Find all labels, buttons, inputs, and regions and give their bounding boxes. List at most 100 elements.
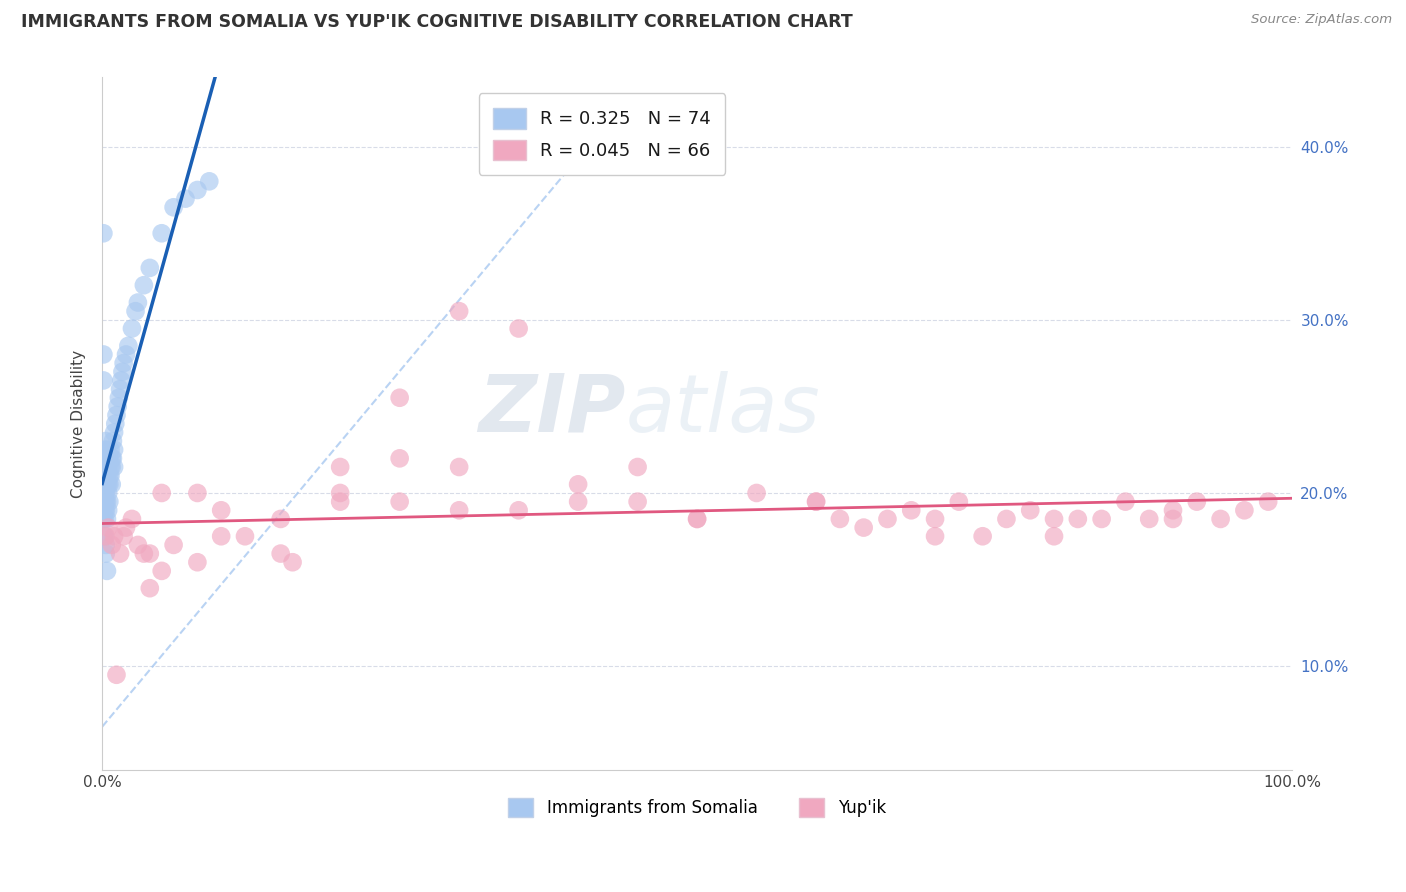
- Point: [115, 520, 138, 534]
- Point: [108, 382, 131, 396]
- Point: [96, 468, 118, 483]
- Point: [101, 451, 124, 466]
- Point: [1043, 529, 1066, 543]
- Point: [93, 503, 115, 517]
- Point: [329, 486, 352, 500]
- Point: [828, 512, 851, 526]
- Point: [209, 503, 232, 517]
- Point: [186, 486, 208, 500]
- Point: [100, 451, 122, 466]
- Point: [94, 434, 117, 448]
- Point: [100, 468, 122, 483]
- Point: [186, 555, 208, 569]
- Point: [93, 486, 115, 500]
- Point: [93, 512, 115, 526]
- Point: [108, 391, 131, 405]
- Y-axis label: Cognitive Disability: Cognitive Disability: [72, 350, 86, 498]
- Point: [995, 512, 1018, 526]
- Point: [93, 451, 115, 466]
- Point: [100, 460, 122, 475]
- Text: atlas: atlas: [626, 371, 821, 449]
- Point: [132, 278, 155, 293]
- Point: [93, 494, 115, 508]
- Point: [96, 564, 118, 578]
- Point: [127, 295, 149, 310]
- Point: [1019, 503, 1042, 517]
- Point: [1161, 512, 1184, 526]
- Point: [1067, 512, 1090, 526]
- Point: [162, 538, 184, 552]
- Point: [1043, 512, 1066, 526]
- Point: [110, 373, 132, 387]
- Point: [139, 547, 162, 561]
- Point: [121, 321, 143, 335]
- Point: [139, 260, 162, 275]
- Point: [103, 529, 125, 543]
- Point: [1209, 512, 1232, 526]
- Point: [139, 581, 162, 595]
- Point: [96, 460, 118, 475]
- Point: [972, 529, 994, 543]
- Point: [626, 460, 648, 475]
- Point: [98, 477, 121, 491]
- Point: [270, 547, 292, 561]
- Text: Source: ZipAtlas.com: Source: ZipAtlas.com: [1251, 13, 1392, 27]
- Point: [948, 494, 970, 508]
- Point: [98, 451, 121, 466]
- Point: [449, 304, 471, 318]
- Point: [100, 460, 122, 475]
- Point: [281, 555, 304, 569]
- Point: [93, 477, 115, 491]
- Point: [329, 494, 352, 508]
- Point: [924, 529, 946, 543]
- Point: [112, 529, 135, 543]
- Point: [186, 183, 208, 197]
- Point: [150, 486, 173, 500]
- Point: [103, 460, 125, 475]
- Point: [686, 512, 709, 526]
- Point: [98, 494, 121, 508]
- Point: [508, 503, 530, 517]
- Point: [124, 304, 146, 318]
- Point: [852, 520, 875, 534]
- Point: [449, 503, 471, 517]
- Point: [162, 200, 184, 214]
- Point: [924, 512, 946, 526]
- Point: [97, 451, 120, 466]
- Point: [94, 486, 117, 500]
- Point: [94, 538, 117, 552]
- Point: [94, 529, 117, 543]
- Point: [567, 494, 589, 508]
- Point: [93, 468, 115, 483]
- Point: [567, 477, 589, 491]
- Point: [1185, 494, 1208, 508]
- Point: [804, 494, 827, 508]
- Point: [1161, 503, 1184, 517]
- Point: [94, 477, 117, 491]
- Point: [93, 227, 115, 241]
- Point: [93, 494, 115, 508]
- Point: [233, 529, 256, 543]
- Point: [103, 425, 125, 440]
- Point: [94, 494, 117, 508]
- Point: [150, 227, 173, 241]
- Point: [93, 529, 115, 543]
- Point: [96, 512, 118, 526]
- Point: [97, 486, 120, 500]
- Point: [388, 451, 411, 466]
- Point: [93, 373, 115, 387]
- Point: [900, 503, 922, 517]
- Point: [94, 451, 117, 466]
- Point: [107, 400, 129, 414]
- Point: [132, 547, 155, 561]
- Point: [100, 538, 122, 552]
- Point: [93, 460, 115, 475]
- Point: [804, 494, 827, 508]
- Point: [198, 174, 221, 188]
- Point: [94, 460, 117, 475]
- Point: [1091, 512, 1114, 526]
- Point: [111, 365, 134, 379]
- Point: [270, 512, 292, 526]
- Point: [388, 391, 411, 405]
- Point: [93, 486, 115, 500]
